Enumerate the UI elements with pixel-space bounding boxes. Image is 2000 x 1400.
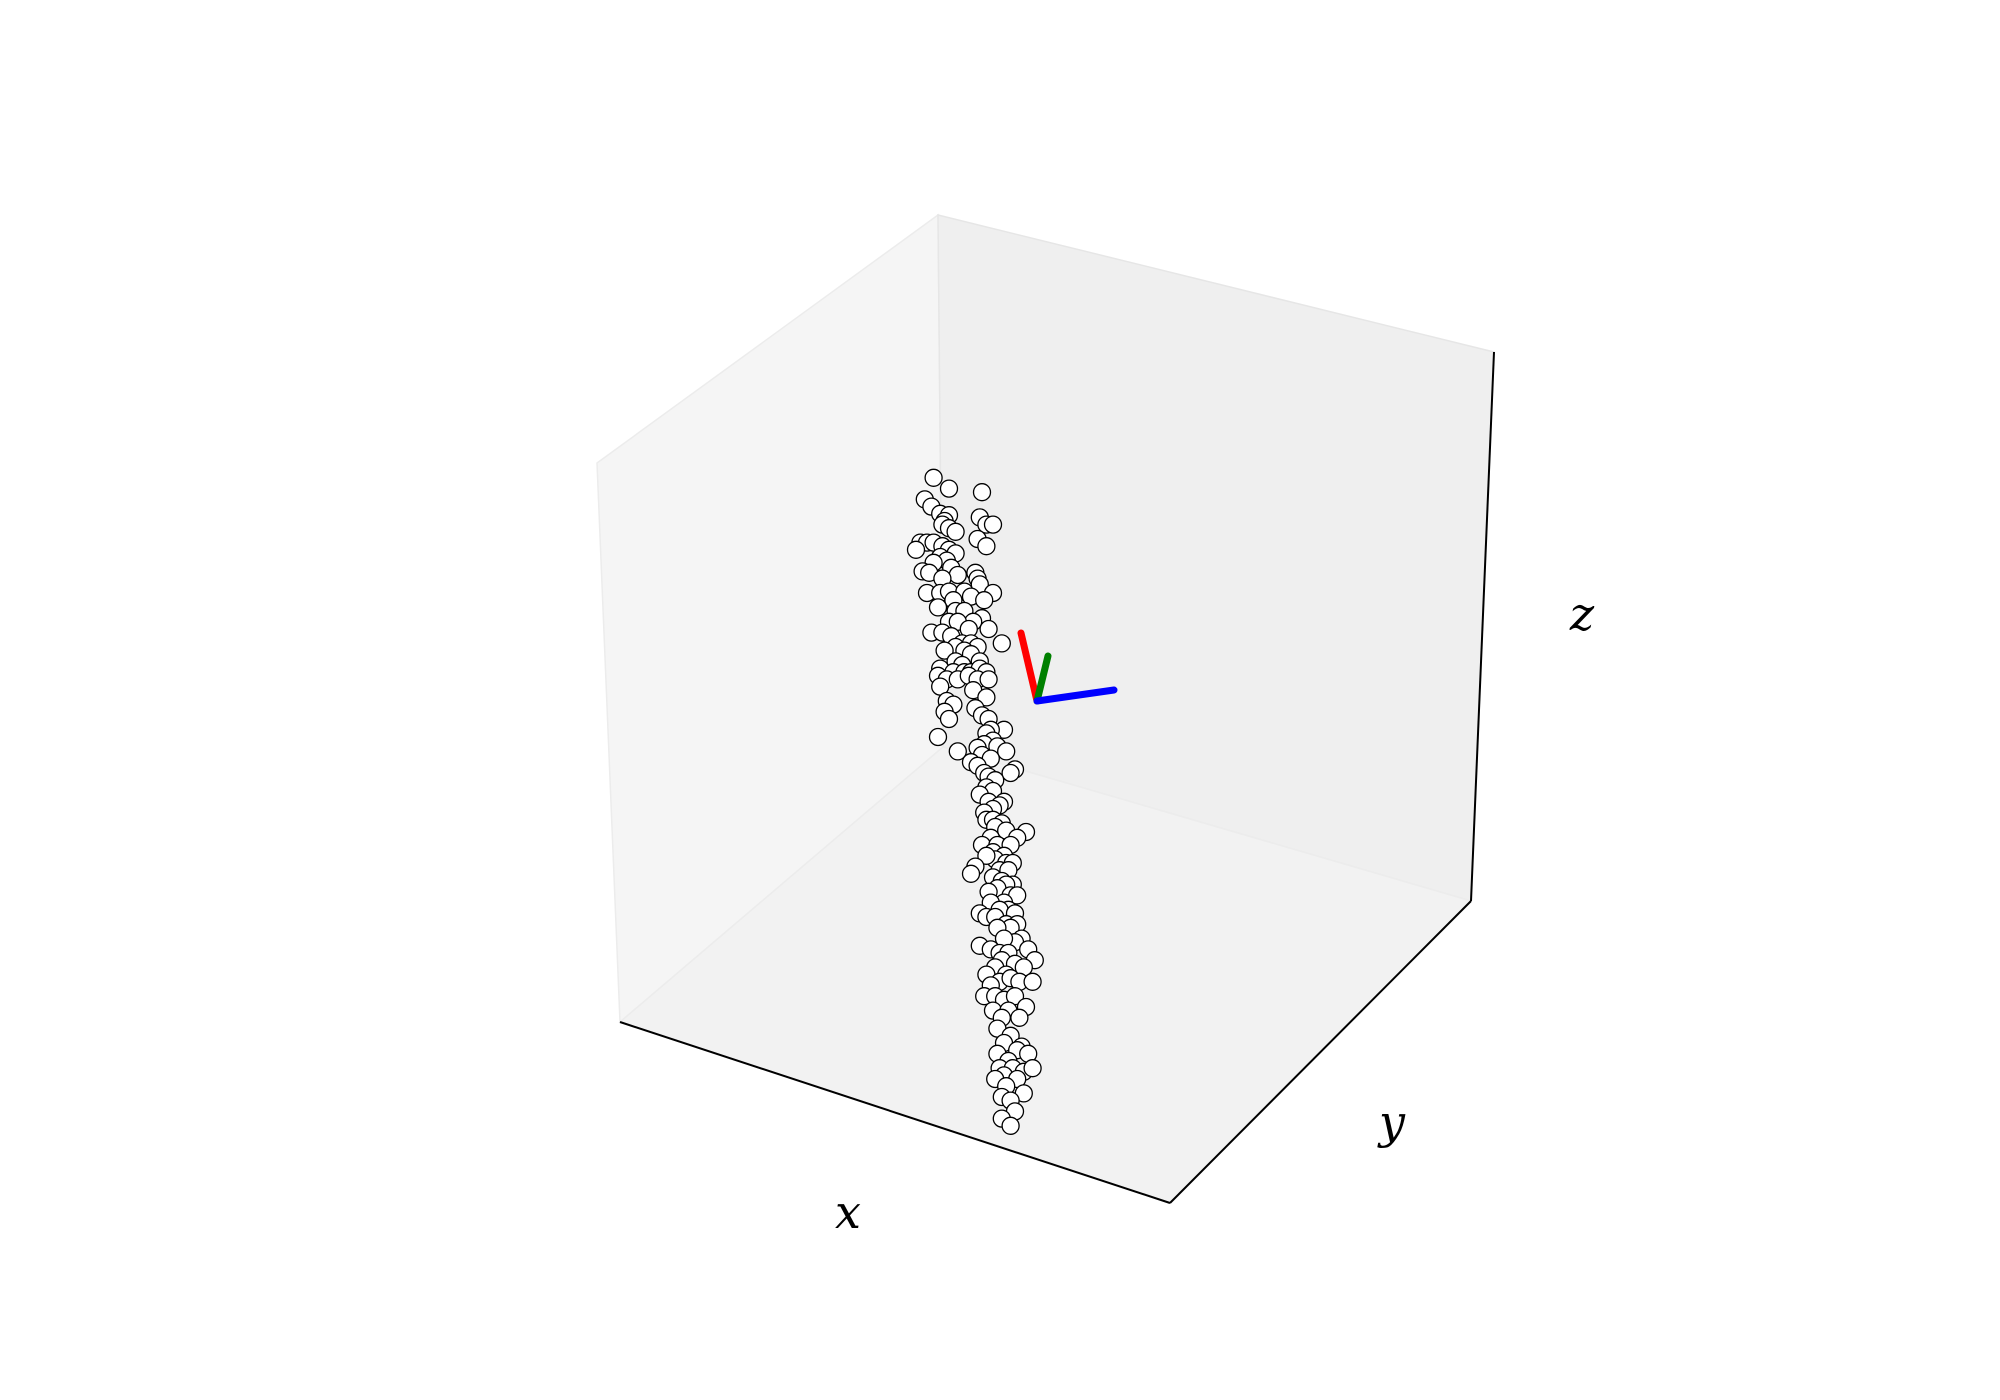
vector-blue — [1033, 686, 1118, 705]
scatter-point — [977, 688, 996, 707]
y-axis-label: y — [1377, 1095, 1406, 1149]
scatter-point — [997, 742, 1016, 761]
x-axis-line — [619, 1021, 1171, 1204]
scatter-point — [992, 634, 1011, 653]
y-axis-line — [1169, 900, 1472, 1204]
axes-box — [596, 213, 1495, 1204]
scatter-point — [961, 864, 981, 883]
vector-red — [1017, 629, 1041, 705]
scatter-points — [906, 468, 1044, 1135]
scatter-point — [928, 598, 948, 617]
scatter-point — [972, 483, 992, 502]
scatter-point — [1010, 1008, 1029, 1027]
z-axis-label: z — [1569, 587, 1595, 641]
scatter-point — [979, 619, 998, 639]
scatter-point — [948, 565, 967, 585]
scatter-point — [977, 537, 996, 556]
scatter-point — [946, 522, 965, 541]
scatter-point — [928, 727, 948, 747]
scatter-point — [924, 468, 943, 487]
z-axis-line — [1470, 351, 1495, 902]
scatter-point — [1023, 1059, 1042, 1078]
scatter-point — [939, 709, 959, 729]
scatter-point — [948, 742, 967, 761]
scatter-point — [983, 515, 1003, 534]
scatter-point — [1001, 1116, 1020, 1135]
scatter-point — [906, 540, 926, 559]
scatter-point — [975, 591, 994, 610]
vector-green — [1033, 652, 1052, 705]
scatter-point — [977, 846, 996, 865]
scatter-point — [939, 479, 959, 498]
principal-vectors — [1017, 629, 1118, 705]
scatter-point — [935, 641, 954, 660]
scatter-point — [1001, 763, 1020, 783]
x-axis-label: x — [835, 1185, 861, 1239]
scatter-point — [979, 670, 998, 689]
scatter-point — [1023, 972, 1042, 991]
